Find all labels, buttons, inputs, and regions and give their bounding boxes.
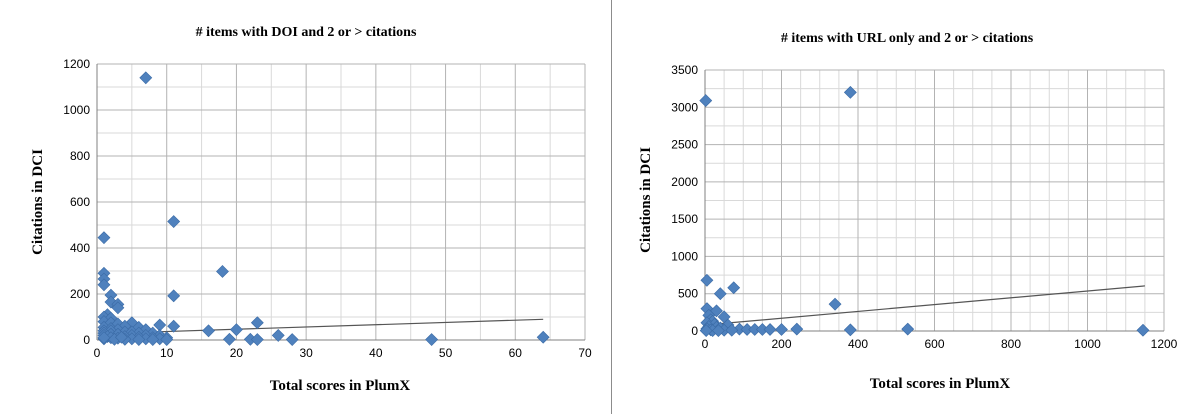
x-tick-label: 800 bbox=[1001, 337, 1021, 351]
y-axis-title: Citations in DCI bbox=[30, 149, 46, 255]
grid bbox=[704, 69, 1165, 332]
x-tick-label: 0 bbox=[94, 346, 101, 360]
data-point bbox=[250, 316, 264, 330]
data-point bbox=[250, 333, 264, 346]
y-tick-label: 500 bbox=[678, 287, 698, 301]
trendline bbox=[704, 285, 1145, 326]
data-point bbox=[132, 333, 146, 346]
data-point bbox=[271, 328, 285, 342]
data-point bbox=[727, 281, 741, 295]
chart-title: # items with URL only and 2 or > citatio… bbox=[781, 31, 1034, 46]
data-point bbox=[97, 331, 111, 345]
data-point bbox=[1136, 323, 1150, 337]
y-tick-label: 2500 bbox=[671, 138, 698, 152]
data-point bbox=[775, 323, 788, 336]
data-point bbox=[97, 278, 111, 292]
trendline-group bbox=[704, 285, 1145, 326]
tick-labels: 0 10 20 30 40 50 60 70 0 200 400 600 800 1000 1200 bbox=[63, 57, 592, 360]
data-point bbox=[699, 94, 713, 107]
x-axis-title: Total scores in PlumX bbox=[270, 378, 411, 394]
data-point bbox=[223, 332, 236, 346]
trendline bbox=[103, 318, 544, 335]
y-tick-label: 200 bbox=[70, 287, 90, 301]
data-point bbox=[230, 323, 243, 337]
x-tick-label: 10 bbox=[160, 346, 174, 360]
data-point bbox=[710, 304, 723, 318]
chart-title: # items with DOI and 2 or > citations bbox=[196, 25, 417, 40]
data-point bbox=[713, 287, 727, 301]
x-tick-label: 70 bbox=[578, 346, 592, 360]
data-point bbox=[285, 333, 299, 346]
x-tick-label: 40 bbox=[369, 346, 383, 360]
x-tick-label: 1200 bbox=[1151, 337, 1178, 351]
data-point bbox=[699, 324, 713, 338]
data-point bbox=[843, 85, 857, 99]
y-tick-label: 400 bbox=[70, 241, 90, 255]
grid bbox=[96, 63, 586, 341]
y-tick-label: 800 bbox=[70, 149, 90, 163]
y-tick-label: 3000 bbox=[671, 100, 698, 114]
data-point bbox=[828, 297, 842, 311]
data-point bbox=[536, 330, 550, 344]
y-tick-label: 2000 bbox=[671, 175, 698, 189]
data-point bbox=[202, 324, 215, 338]
data-point bbox=[901, 322, 915, 336]
y-tick-label: 1000 bbox=[671, 249, 698, 263]
data-point bbox=[700, 273, 714, 287]
data-point bbox=[167, 319, 181, 333]
y-tick-label: 1500 bbox=[671, 212, 698, 226]
data-point bbox=[111, 301, 125, 315]
y-tick-label: 1000 bbox=[63, 103, 90, 117]
data-point bbox=[711, 324, 725, 338]
x-tick-label: 30 bbox=[299, 346, 313, 360]
scatter-chart-url: 0 200 400 600 800 1000 1200 0 500 1000 1500 2000 250… bbox=[638, 31, 1178, 392]
data-point bbox=[843, 323, 857, 337]
data-point bbox=[790, 322, 804, 336]
x-tick-label: 600 bbox=[924, 337, 944, 351]
x-tick-label: 20 bbox=[230, 346, 244, 360]
x-tick-label: 0 bbox=[702, 337, 709, 351]
chart-panel-doi: 0 10 20 30 40 50 60 70 0 200 400 600 800 1000 1200 # i… bbox=[30, 0, 612, 414]
y-tick-label: 0 bbox=[691, 324, 698, 338]
trendline-group bbox=[103, 318, 544, 335]
y-tick-label: 3500 bbox=[671, 63, 698, 77]
chart-panel-url: 0 200 400 600 800 1000 1200 0 500 1000 1500 2000 250… bbox=[612, 0, 1187, 414]
x-axis-title: Total scores in PlumX bbox=[870, 376, 1011, 392]
y-tick-label: 1200 bbox=[63, 57, 90, 71]
data-point bbox=[114, 330, 128, 344]
data-point bbox=[97, 231, 111, 245]
y-tick-label: 0 bbox=[83, 333, 90, 347]
x-tick-label: 60 bbox=[509, 346, 523, 360]
y-axis-title: Citations in DCI bbox=[638, 147, 654, 253]
points-group bbox=[699, 85, 1150, 338]
x-tick-label: 1000 bbox=[1074, 337, 1101, 351]
tick-labels: 0 200 400 600 800 1000 1200 0 500 1000 1500 2000 250… bbox=[671, 63, 1177, 351]
data-point bbox=[216, 265, 229, 278]
data-point bbox=[139, 71, 153, 85]
x-tick-label: 400 bbox=[848, 337, 868, 351]
data-point bbox=[425, 333, 439, 346]
scatter-chart-doi: 0 10 20 30 40 50 60 70 0 200 400 600 800 1000 1200 # i… bbox=[30, 25, 592, 394]
y-tick-label: 600 bbox=[70, 195, 90, 209]
data-point bbox=[167, 215, 181, 228]
x-tick-label: 50 bbox=[439, 346, 453, 360]
data-point bbox=[725, 323, 739, 337]
data-point bbox=[763, 323, 777, 336]
data-point bbox=[104, 295, 118, 309]
data-point bbox=[167, 289, 181, 303]
data-point bbox=[146, 333, 160, 346]
points-group bbox=[97, 71, 550, 346]
x-tick-label: 200 bbox=[771, 337, 791, 351]
data-point bbox=[160, 333, 174, 346]
